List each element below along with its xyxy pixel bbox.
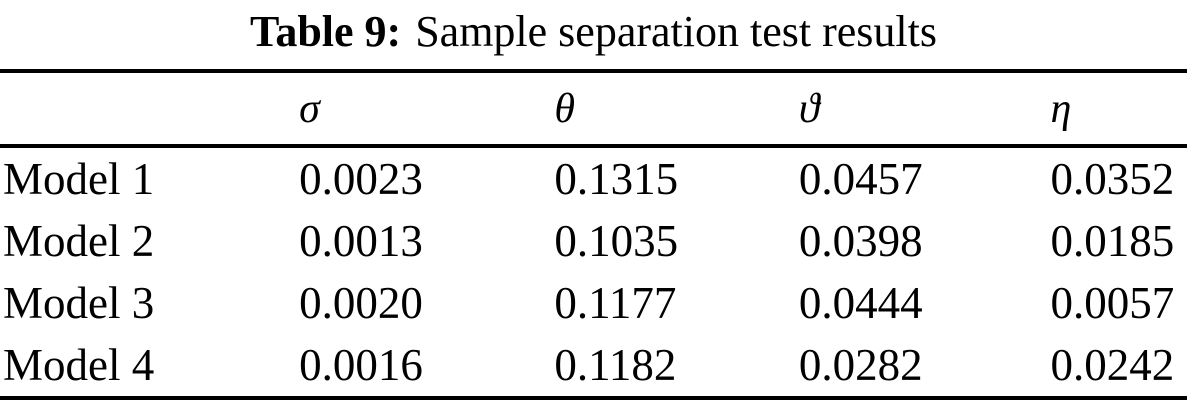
header-cell-vartheta: ϑ [798,71,1051,149]
row-label: Model 4 [3,340,155,391]
table-caption-label: Table 9: [250,7,402,56]
cell-value: 0.0023 [299,154,423,205]
cell-value: 0.0013 [299,216,423,267]
cell-value: 0.0057 [1050,278,1175,329]
table-row: Model 2 0.0013 0.1035 0.0398 0.0185 [0,210,1187,272]
table-row: Model 4 0.0016 0.1182 0.0282 0.0242 [0,334,1187,398]
table-caption: Table 9: Sample separation test results [0,0,1187,60]
row-label: Model 1 [3,154,155,205]
header-cell-theta: θ [554,71,799,149]
table-header-row: σ θ ϑ η [0,71,1187,149]
cell-value: 0.0242 [1050,340,1175,391]
header-cell-sigma: σ [299,71,555,149]
row-label: Model 2 [3,216,155,267]
cell-value: 0.0457 [798,154,923,205]
cell-value: 0.0020 [299,278,423,329]
cell-value: 0.0352 [1050,154,1175,205]
cell-value: 0.0282 [798,340,923,391]
table-row: Model 1 0.0023 0.1315 0.0457 0.0352 [0,146,1187,210]
cell-value: 0.1177 [554,278,677,329]
cell-value: 0.0444 [798,278,923,329]
cell-value: 0.0398 [798,216,923,267]
header-cell-empty [0,71,300,149]
cell-value: 0.1182 [554,340,677,391]
cell-value: 0.0185 [1050,216,1175,267]
results-table: σ θ ϑ η Model 1 0.0023 0.1315 0.0457 0.0… [0,69,1187,401]
cell-value: 0.1315 [554,154,679,205]
header-cell-eta: η [1050,71,1187,149]
table-caption-text: Sample separation test results [415,7,937,56]
cell-value: 0.0016 [299,340,423,391]
row-label: Model 3 [3,278,155,329]
cell-value: 0.1035 [554,216,679,267]
table-row: Model 3 0.0020 0.1177 0.0444 0.0057 [0,272,1187,334]
